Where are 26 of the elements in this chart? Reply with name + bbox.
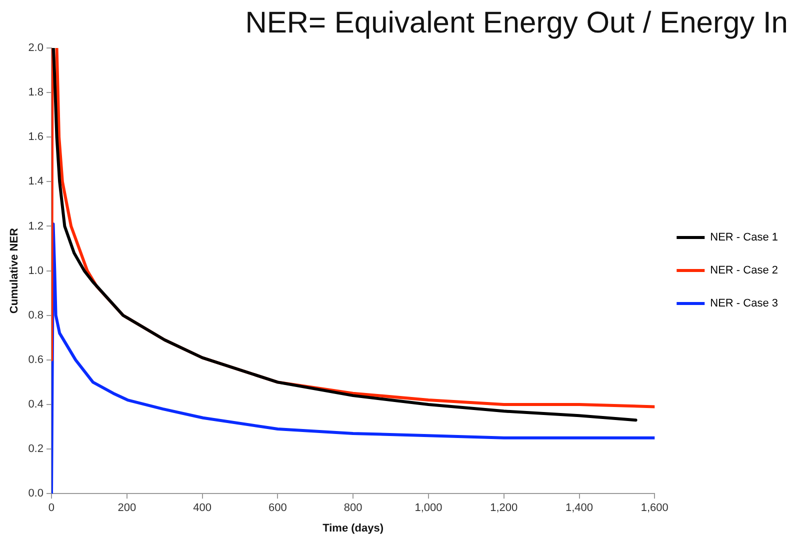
- x-axis-title: Time (days): [322, 522, 384, 534]
- legend-label: NER - Case 2: [710, 264, 778, 277]
- y-tick-label: 1.2: [28, 220, 44, 232]
- x-tick-label: 600: [268, 502, 287, 514]
- y-tick-label: 1.6: [28, 131, 44, 144]
- x-tick-label: 400: [193, 502, 212, 514]
- y-tick-label: 0.4: [28, 398, 44, 411]
- x-tick-label: 1,600: [640, 502, 668, 514]
- x-tick-label: 1,200: [490, 502, 518, 514]
- y-tick-label: 1.4: [28, 176, 44, 188]
- y-tick-label: 0.6: [28, 354, 44, 366]
- y-axis-title: Cumulative NER: [8, 228, 21, 314]
- x-tick-label: 800: [344, 502, 362, 514]
- y-tick-label: 1.0: [28, 264, 44, 277]
- x-tick-label: 1,000: [414, 502, 442, 514]
- chart-title: NER= Equivalent Energy Out / Energy In: [245, 6, 788, 40]
- y-tick-label: 0.8: [28, 309, 44, 322]
- y-tick-label: 1.8: [28, 86, 44, 99]
- y-tick-label: 2.0: [28, 42, 44, 54]
- y-tick-label: 0.0: [28, 488, 44, 500]
- legend-label: NER - Case 1: [710, 232, 778, 244]
- x-tick-label: 0: [48, 502, 55, 514]
- y-tick-label: 0.2: [28, 443, 44, 456]
- x-tick-label: 200: [118, 502, 136, 514]
- legend-label: NER - Case 3: [710, 298, 778, 310]
- x-tick-label: 1,400: [565, 502, 594, 514]
